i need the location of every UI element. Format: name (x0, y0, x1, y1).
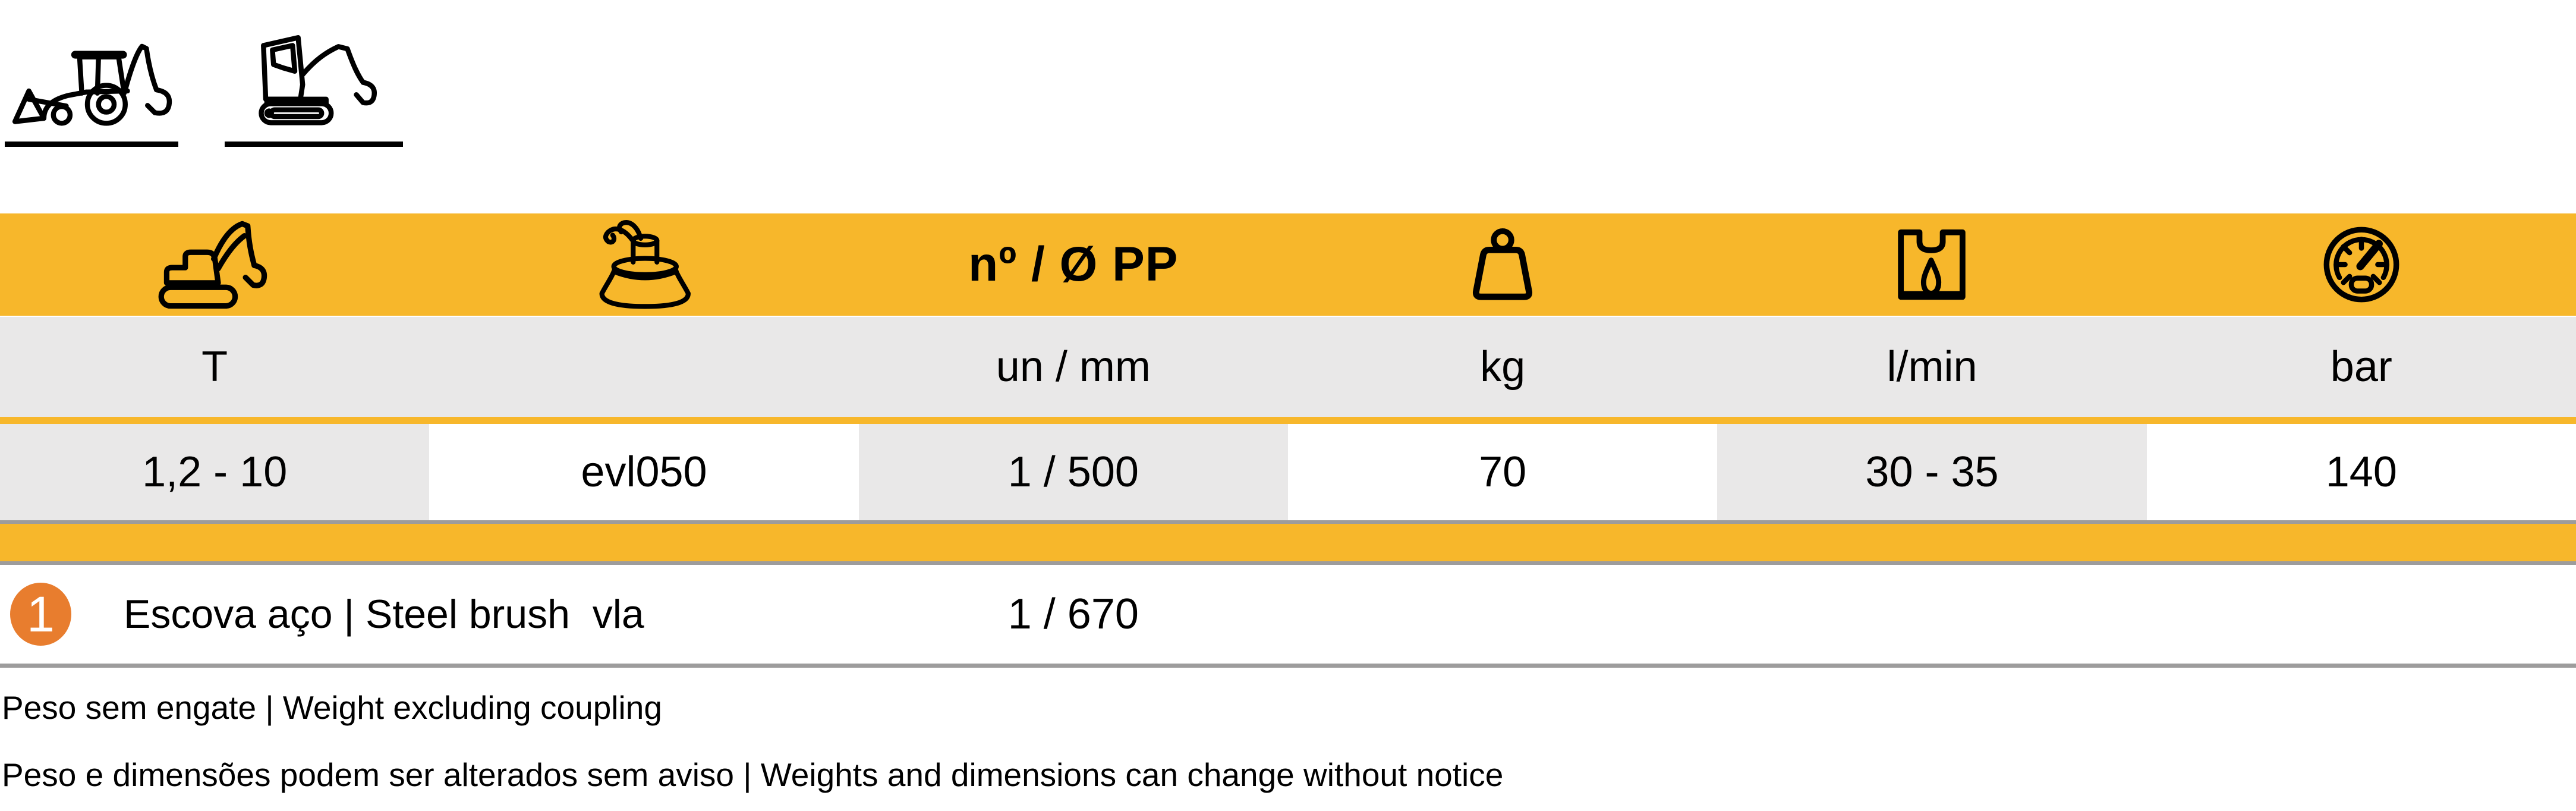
product-number-badge: 1 (10, 583, 71, 646)
mini-excavator-icon (228, 31, 400, 126)
header-cell-weight (1288, 213, 1717, 316)
footnote-change-notice: Peso e dimensões podem ser alterados sem… (2, 756, 1504, 794)
product-row-underline (0, 664, 2576, 668)
unit-model (429, 317, 858, 417)
oil-flow-icon (1894, 225, 1970, 304)
value-pressure-bar: 140 (2325, 448, 2397, 496)
header-cell-pressure (2147, 213, 2576, 316)
machine-category-icons (5, 31, 2576, 147)
mini-excavator-tab (225, 31, 403, 147)
value-pieces-diameter: 1 / 500 (858, 424, 1288, 520)
pieces-diameter-header-label: nº / Ø PP (968, 237, 1179, 291)
value-tonnage-range: 1,2 - 10 (0, 424, 430, 520)
header-cell-pieces-diameter: nº / Ø PP (859, 213, 1288, 316)
product-row-left: 1 Escova aço | Steel brush vla (0, 565, 859, 664)
value-model-code: evl050 (581, 448, 707, 496)
weight-icon (1465, 227, 1541, 303)
product-name: Escova aço | Steel brush vla (124, 592, 644, 637)
backhoe-loader-icon (7, 37, 177, 126)
table-values-row: 1,2 - 10 evl050 1 / 500 70 30 - 35 140 (0, 424, 2576, 520)
separator-line-top (0, 520, 2576, 524)
table-header-row: nº / Ø PP (0, 213, 2576, 316)
table-units-row: T un / mm kg l/min bar (0, 317, 2576, 417)
unit-pressure: bar (2330, 343, 2392, 391)
header-cell-model (429, 213, 858, 316)
yellow-section-bar (0, 524, 2576, 561)
yellow-divider-line (0, 417, 2576, 424)
unit-weight: kg (1480, 343, 1526, 391)
steel-brush-icon (578, 215, 709, 315)
product-pieces-diameter: 1 / 670 (1007, 590, 1139, 638)
pressure-gauge-icon (2319, 222, 2404, 307)
product-row: 1 Escova aço | Steel brush vla 1 / 670 (0, 565, 2576, 664)
unit-tonnage: T (201, 343, 228, 391)
unit-pieces-diameter: un / mm (996, 343, 1151, 391)
value-weight-kg: 70 (1479, 448, 1527, 496)
value-flow-lmin: 30 - 35 (1717, 424, 2147, 520)
spec-table: nº / Ø PP (0, 213, 2576, 668)
excavator-icon (154, 219, 276, 310)
header-cell-flow (1717, 213, 2146, 316)
header-cell-tonnage (0, 213, 429, 316)
footnote-weight-coupling: Peso sem engate | Weight excluding coupl… (2, 689, 662, 726)
unit-flow: l/min (1887, 343, 1977, 391)
backhoe-loader-tab (5, 37, 178, 147)
separator-line-bottom (0, 561, 2576, 565)
